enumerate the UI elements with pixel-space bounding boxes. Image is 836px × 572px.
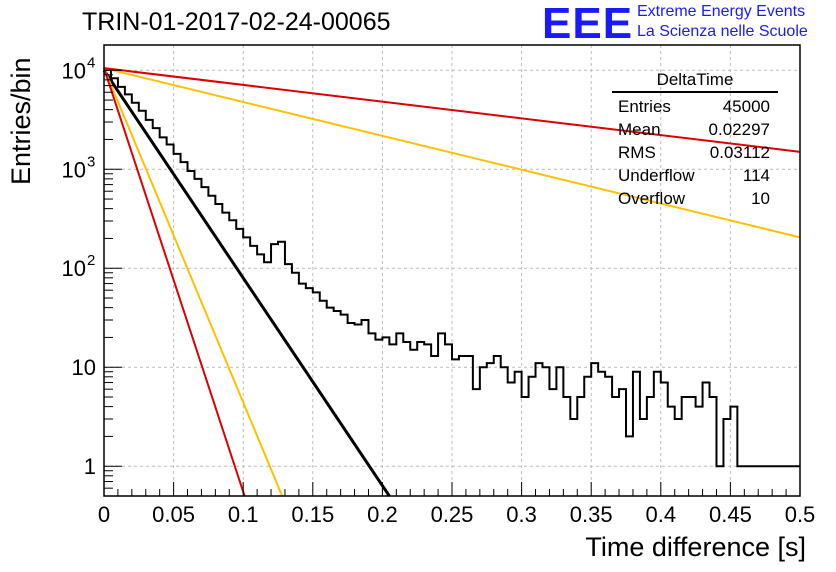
stats-row-underflow: Underflow 114 [618, 166, 770, 185]
histogram [104, 68, 800, 468]
axis-ticks [103, 69, 801, 497]
logo-line-1: Extreme Energy Events [637, 3, 806, 20]
tick-labels: 0 0.05 0.1 0.15 0.2 0.25 0.3 0.35 0.4 0.45 0.5 1 10 1… [62, 54, 816, 527]
x-tick-label: 0.05 [152, 502, 195, 527]
fit-line-orange-3 [103, 67, 284, 497]
y-tick-exponent: 2 [87, 252, 95, 269]
x-tick-label: 0.1 [228, 502, 259, 527]
x-tick-label: 0 [98, 502, 110, 527]
eee-logo: EEE [542, 0, 634, 48]
y-tick-label: 10 [62, 58, 86, 83]
x-tick-label: 0.35 [570, 502, 613, 527]
x-axis-label: Time difference [s] [585, 532, 806, 562]
fit-lines [102, 67, 801, 497]
y-tick-exponent: 4 [87, 54, 95, 71]
stats-row-rms: RMS 0.03112 [618, 143, 770, 162]
stats-row-overflow: Overflow 10 [618, 189, 770, 208]
y-tick-label: 10 [62, 256, 86, 281]
histogram-outline [104, 68, 800, 468]
fit-line-black-0 [102, 69, 391, 497]
stats-row-mean: Mean 0.02297 [618, 120, 770, 139]
x-tick-label: 0.25 [431, 502, 474, 527]
x-tick-label: 0.2 [367, 502, 398, 527]
x-tick-label: 0.5 [785, 502, 816, 527]
y-axis-label: Entries/bin [6, 57, 36, 185]
y-tick-label: 1 [84, 454, 96, 479]
x-tick-label: 0.3 [506, 502, 537, 527]
y-tick-label: 10 [72, 355, 96, 380]
stats-title: DeltaTime [612, 70, 778, 93]
stats-row-entries: Entries 45000 [618, 97, 770, 116]
y-tick-label: 10 [62, 157, 86, 182]
x-tick-label: 0.4 [646, 502, 677, 527]
fit-line-orange-1 [103, 67, 801, 239]
fit-line-red-2 [103, 67, 801, 153]
fit-line-red-4 [103, 67, 246, 497]
stats-box: DeltaTime Entries 45000 Mean 0.02297 RMS 0.… [612, 70, 778, 210]
x-tick-label: 0.45 [709, 502, 752, 527]
y-tick-exponent: 3 [87, 153, 95, 170]
grid [104, 45, 800, 496]
x-tick-label: 0.15 [291, 502, 334, 527]
chart-title: TRIN-01-2017-02-24-00065 [82, 8, 391, 36]
logo-line-2: La Scienza nelle Scuole [637, 23, 808, 40]
